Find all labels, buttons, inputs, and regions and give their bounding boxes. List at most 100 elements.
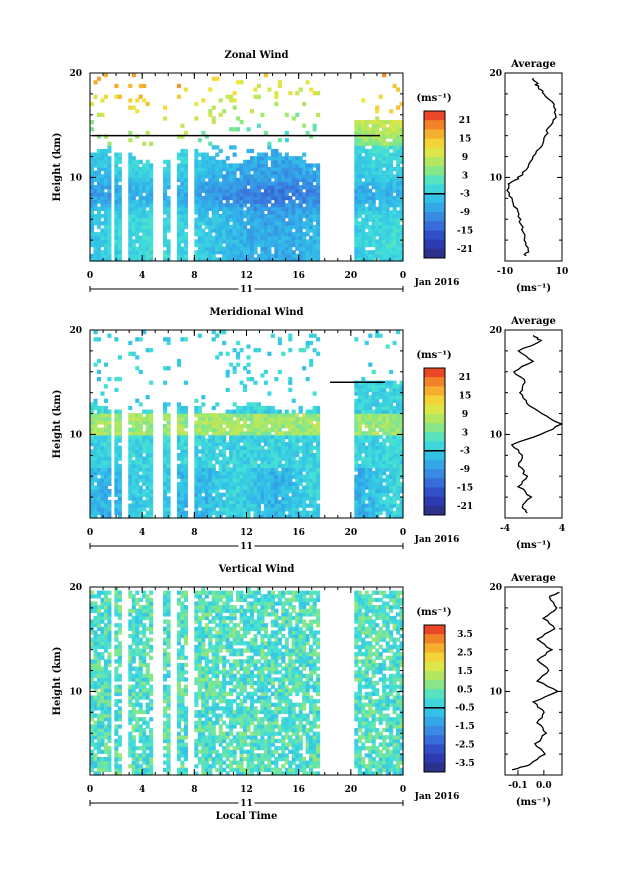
heatmap-cell [281, 434, 286, 440]
heatmap-cell [243, 199, 248, 204]
heatmap-cell [166, 471, 171, 476]
heatmap-cell [180, 192, 185, 197]
heatmap-cell [131, 174, 136, 179]
heatmap-cell [399, 460, 404, 465]
heatmap-cell [138, 507, 143, 512]
heatmap-cell [103, 460, 108, 465]
heatmap-cell [274, 492, 279, 497]
heatmap-cell [225, 467, 230, 472]
heatmap-cell [218, 420, 223, 425]
heatmap-cell [107, 630, 112, 635]
heatmap-cell [305, 467, 310, 472]
heatmap-cell [378, 159, 383, 164]
heatmap-cell [295, 514, 300, 519]
heatmap-cell [396, 471, 401, 476]
heatmap-cell [96, 159, 102, 164]
heatmap-cell [375, 214, 380, 219]
heatmap-cell [260, 463, 265, 468]
heatmap-cell [96, 134, 102, 139]
heatmap-cell [389, 503, 394, 508]
heatmap-cell [163, 174, 168, 179]
heatmap-cell [201, 195, 206, 201]
heatmap-cell [117, 257, 122, 262]
heatmap-cell [284, 242, 289, 248]
heatmap-cell [298, 214, 303, 219]
heatmap-cell [239, 163, 244, 168]
heatmap-cell [298, 156, 303, 161]
heatmap-cell [263, 503, 268, 508]
colorbar-tick-label: 21 [459, 373, 472, 383]
heatmap-cell [176, 514, 182, 519]
heatmap-cell [222, 181, 227, 186]
heatmap-cell [364, 250, 369, 255]
heatmap-cell [100, 449, 105, 454]
heatmap-cell [263, 420, 268, 425]
heatmap-cell [103, 156, 108, 161]
heatmap-cell [208, 239, 213, 244]
heatmap-cell [396, 242, 401, 248]
heatmap-cell [382, 438, 387, 443]
heatmap-cell [378, 481, 383, 487]
heatmap-cell [260, 431, 265, 436]
heatmap-cell [253, 427, 258, 432]
heatmap-cell [256, 181, 262, 186]
heatmap-cell [236, 257, 241, 262]
heatmap-cell [357, 413, 362, 418]
heatmap-cell [90, 662, 95, 668]
heatmap-cell [229, 167, 234, 172]
heatmap-cell [90, 507, 95, 512]
heatmap-cell [309, 134, 314, 139]
heatmap-cell [194, 101, 199, 107]
heatmap-cell [128, 474, 133, 479]
heatmap-cell [274, 424, 279, 429]
heatmap-cell [100, 242, 105, 248]
heatmap-cell [236, 413, 241, 418]
heatmap-cell [267, 463, 272, 468]
heatmap-cell [243, 424, 248, 429]
heatmap-cell [246, 159, 251, 164]
heatmap-cell [222, 214, 227, 219]
heatmap-cell [375, 167, 380, 172]
heatmap-cell [270, 424, 275, 429]
heatmap-cell [215, 445, 220, 450]
heatmap-cell [298, 438, 303, 443]
heatmap-cell [385, 185, 390, 190]
heatmap-cell [295, 188, 300, 193]
heatmap-cell [364, 460, 369, 465]
heatmap-cell [142, 445, 147, 450]
heatmap-cell [229, 499, 234, 505]
heatmap-cell [382, 217, 387, 222]
heatmap-cell [90, 717, 95, 722]
heatmap-cell [96, 717, 102, 722]
heatmap-cell [385, 409, 390, 414]
heatmap-cell [385, 456, 390, 461]
heatmap-cell [194, 413, 199, 418]
heatmap-cell [117, 456, 122, 461]
heatmap-cell [96, 756, 102, 762]
heatmap-cell [208, 159, 213, 164]
heatmap-cell [385, 481, 390, 487]
heatmap-cell [364, 224, 369, 230]
heatmap-cell [90, 156, 95, 161]
heatmap-cell [229, 452, 234, 458]
heatmap-cell [131, 203, 136, 208]
heatmap-cell [354, 391, 359, 396]
heatmap-cell [249, 195, 255, 201]
heatmap-cell [142, 431, 147, 436]
heatmap-cell [274, 463, 279, 468]
heatmap-cell [298, 188, 303, 193]
heatmap-cell [232, 478, 237, 483]
heatmap-cell [183, 159, 188, 164]
heatmap-cell [138, 228, 143, 233]
heatmap-cell [201, 485, 206, 490]
heatmap-cell [100, 413, 105, 418]
heatmap-cell [357, 257, 362, 262]
heatmap-cell [378, 138, 383, 143]
heatmap-cell [100, 148, 105, 154]
heatmap-cell [117, 485, 122, 490]
heatmap-cell [183, 224, 188, 230]
heatmap-cell [222, 420, 227, 425]
heatmap-cell [90, 594, 95, 599]
heatmap-cell [396, 192, 401, 197]
heatmap-cell [305, 188, 310, 193]
